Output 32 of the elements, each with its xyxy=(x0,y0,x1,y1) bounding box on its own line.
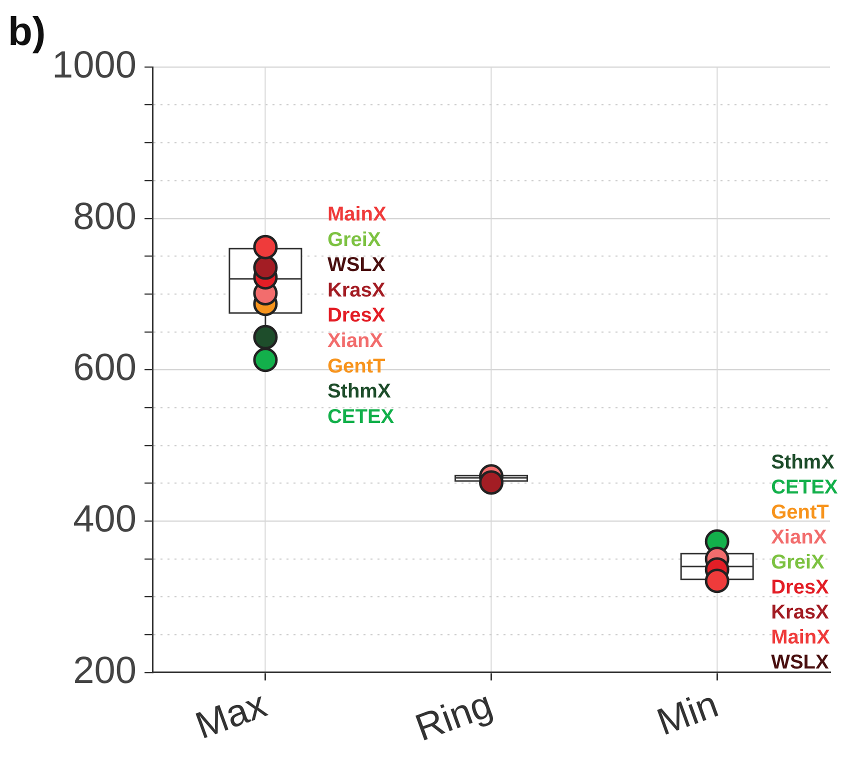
text: SthmX xyxy=(327,380,392,403)
text: CETEX xyxy=(327,406,395,428)
annotation: SthmX xyxy=(771,452,836,474)
point xyxy=(253,234,278,260)
y-tick-label: 400 xyxy=(73,498,137,541)
text: DresX xyxy=(327,304,386,327)
annotation: DresX xyxy=(771,576,830,599)
annotation: XianX xyxy=(771,526,828,549)
legend-label: WSLX xyxy=(327,254,386,276)
y-tick-label: 200 xyxy=(73,650,137,692)
x-tick-label: Ring xyxy=(410,684,498,750)
point xyxy=(253,348,278,372)
y-tick-label: 1000 xyxy=(52,44,137,86)
text: XianX xyxy=(327,330,384,352)
y-tick-label: 800 xyxy=(73,196,137,238)
annotation: KrasX xyxy=(771,602,830,624)
annotation: GreiX xyxy=(771,552,826,574)
annotation: MainX xyxy=(771,626,831,649)
annotation: CETEX xyxy=(771,476,838,499)
text: KrasX xyxy=(327,279,386,302)
point xyxy=(704,568,730,594)
annotation: GentT xyxy=(771,502,829,524)
chart-title: b) xyxy=(8,10,46,54)
y-tick-label: 600 xyxy=(73,347,137,390)
point xyxy=(253,324,278,350)
x-tick-label: Max xyxy=(190,684,272,748)
legend-label: GreiX xyxy=(327,228,382,251)
annotation: WSLX xyxy=(771,652,830,674)
x-tick-label: Min xyxy=(652,684,724,744)
text: MainX xyxy=(327,204,388,226)
text: GentT xyxy=(327,355,386,378)
point xyxy=(479,470,504,495)
